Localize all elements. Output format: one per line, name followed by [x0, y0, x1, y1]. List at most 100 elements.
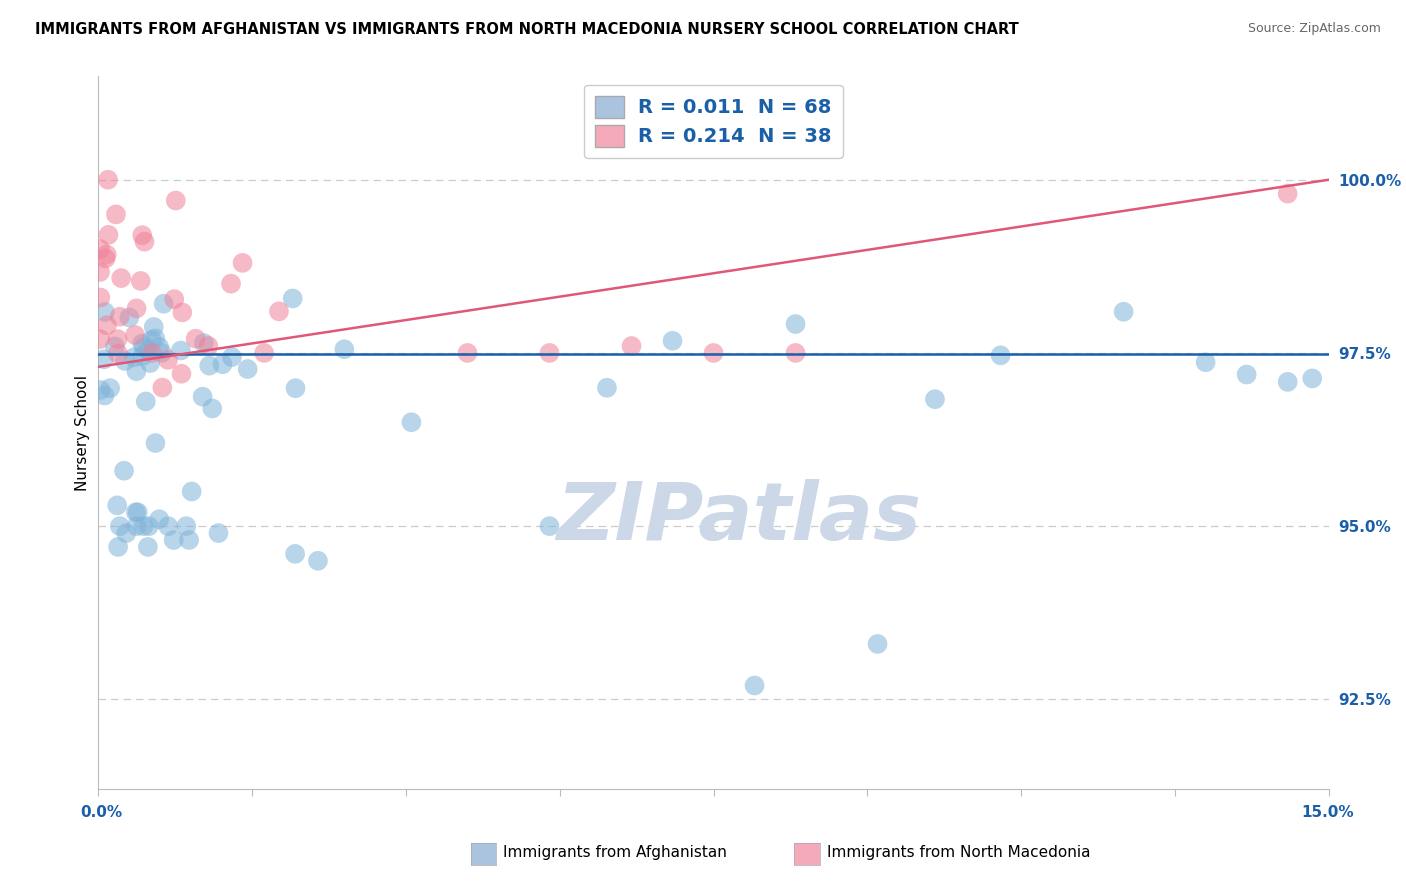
Point [131, 336, 153, 351]
Point [107, 540, 129, 554]
Point [170, 367, 193, 381]
Point [267, 304, 290, 318]
Point [148, 512, 170, 526]
Point [93, 388, 115, 402]
Point [174, 519, 197, 533]
Point [129, 274, 152, 288]
Point [177, 533, 200, 547]
Text: Immigrants from Afghanistan: Immigrants from Afghanistan [503, 846, 727, 860]
Point [94, 252, 117, 266]
Point [191, 390, 214, 404]
Point [197, 339, 219, 353]
Point [122, 351, 145, 365]
Point [201, 401, 224, 416]
Point [1277, 375, 1299, 389]
Point [180, 484, 202, 499]
Point [132, 519, 155, 533]
Point [118, 310, 141, 325]
Point [136, 343, 159, 357]
Point [131, 349, 153, 363]
Point [152, 297, 174, 311]
Point [145, 436, 167, 450]
Point [236, 362, 259, 376]
Text: 0.0%: 0.0% [80, 805, 122, 820]
Point [114, 354, 136, 368]
Point [138, 519, 160, 533]
Point [1112, 304, 1135, 318]
Point [125, 301, 148, 316]
Point [97, 173, 120, 187]
Point [89, 383, 111, 397]
Point [110, 271, 132, 285]
Point [744, 678, 766, 692]
Point [157, 352, 180, 367]
Point [538, 519, 561, 533]
Point [207, 526, 229, 541]
Point [108, 310, 131, 324]
Point [132, 340, 155, 354]
Point [924, 392, 946, 407]
Point [141, 346, 163, 360]
Text: Immigrants from North Macedonia: Immigrants from North Macedonia [827, 846, 1090, 860]
Point [170, 343, 193, 358]
Point [105, 499, 128, 513]
Point [219, 277, 242, 291]
Point [104, 339, 127, 353]
Point [1301, 371, 1323, 385]
Point [143, 331, 166, 345]
Point [284, 381, 307, 395]
Point [112, 464, 135, 478]
Point [142, 320, 165, 334]
Point [139, 356, 162, 370]
Point [307, 554, 329, 568]
Point [148, 340, 170, 354]
Point [157, 519, 180, 533]
Point [211, 357, 233, 371]
Point [131, 228, 153, 243]
Point [163, 292, 186, 306]
Point [125, 505, 148, 519]
Legend: R = 0.011  N = 68, R = 0.214  N = 38: R = 0.011 N = 68, R = 0.214 N = 38 [585, 85, 842, 158]
Point [198, 359, 221, 373]
Text: ZIPatlas: ZIPatlas [555, 479, 921, 558]
Point [94, 305, 117, 319]
Point [253, 346, 276, 360]
Point [124, 328, 146, 343]
Point [538, 346, 561, 360]
Point [125, 364, 148, 378]
Text: 15.0%: 15.0% [1301, 805, 1354, 820]
Point [134, 235, 156, 249]
Point [172, 305, 194, 319]
Point [136, 540, 159, 554]
Point [281, 292, 304, 306]
Point [620, 339, 643, 353]
Point [89, 242, 111, 256]
Point [125, 519, 148, 533]
Point [141, 333, 163, 347]
Point [93, 352, 115, 367]
Point [96, 318, 118, 333]
Point [107, 346, 129, 360]
Point [866, 637, 889, 651]
Point [89, 332, 111, 346]
Point [785, 346, 807, 360]
Point [135, 394, 157, 409]
Point [661, 334, 683, 348]
Point [107, 332, 129, 346]
Point [221, 350, 243, 364]
Point [127, 505, 149, 519]
Point [1277, 186, 1299, 201]
Y-axis label: Nursery School: Nursery School [75, 375, 90, 491]
Point [990, 348, 1012, 362]
Point [108, 519, 131, 533]
Point [89, 265, 111, 279]
Point [115, 526, 138, 541]
Point [97, 227, 120, 242]
Point [401, 415, 423, 429]
Point [96, 247, 118, 261]
Point [785, 317, 807, 331]
Text: Source: ZipAtlas.com: Source: ZipAtlas.com [1247, 22, 1381, 36]
Point [150, 346, 173, 360]
Point [98, 381, 121, 395]
Point [184, 332, 207, 346]
